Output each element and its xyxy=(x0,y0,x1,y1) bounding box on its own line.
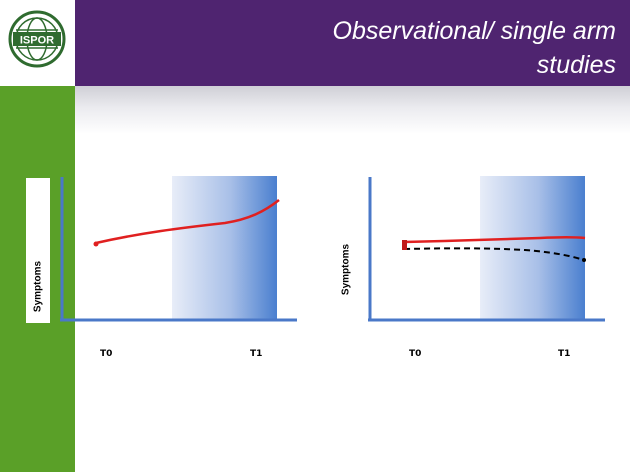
left-diagram xyxy=(60,176,297,322)
left-tick-t1: T1 xyxy=(250,349,263,359)
right-treated-line xyxy=(403,236,586,244)
left-symptom-line xyxy=(95,199,280,245)
left-intervention-shading xyxy=(172,176,277,319)
right-start-marker xyxy=(402,240,407,250)
right-tick-t0: T0 xyxy=(409,349,422,359)
title-line-2: studies xyxy=(536,51,616,79)
right-ylabel-box xyxy=(333,155,357,305)
left-start-point xyxy=(93,241,99,247)
right-y-axis-label: Symptoms xyxy=(340,243,352,296)
logo-area: ISPOR xyxy=(0,0,75,86)
right-untreated-line xyxy=(403,247,585,261)
title-bar: ISPOR Observational/ single arm studies xyxy=(0,0,630,86)
left-ylabel-box xyxy=(26,178,50,323)
right-intervention-shading xyxy=(480,176,585,319)
header-shadow-fade xyxy=(75,86,630,134)
logo-text: ISPOR xyxy=(20,35,54,47)
left-y-axis-label: Symptoms xyxy=(32,260,44,313)
left-tick-t0: T0 xyxy=(100,349,113,359)
right-tick-t1: T1 xyxy=(558,349,571,359)
right-untreated-end-point xyxy=(582,258,586,262)
ispor-logo: ISPOR xyxy=(8,10,66,68)
slide-title: Observational/ single arm studies xyxy=(196,14,616,82)
right-diagram xyxy=(368,176,605,322)
title-line-1: Observational/ single arm xyxy=(332,17,616,45)
